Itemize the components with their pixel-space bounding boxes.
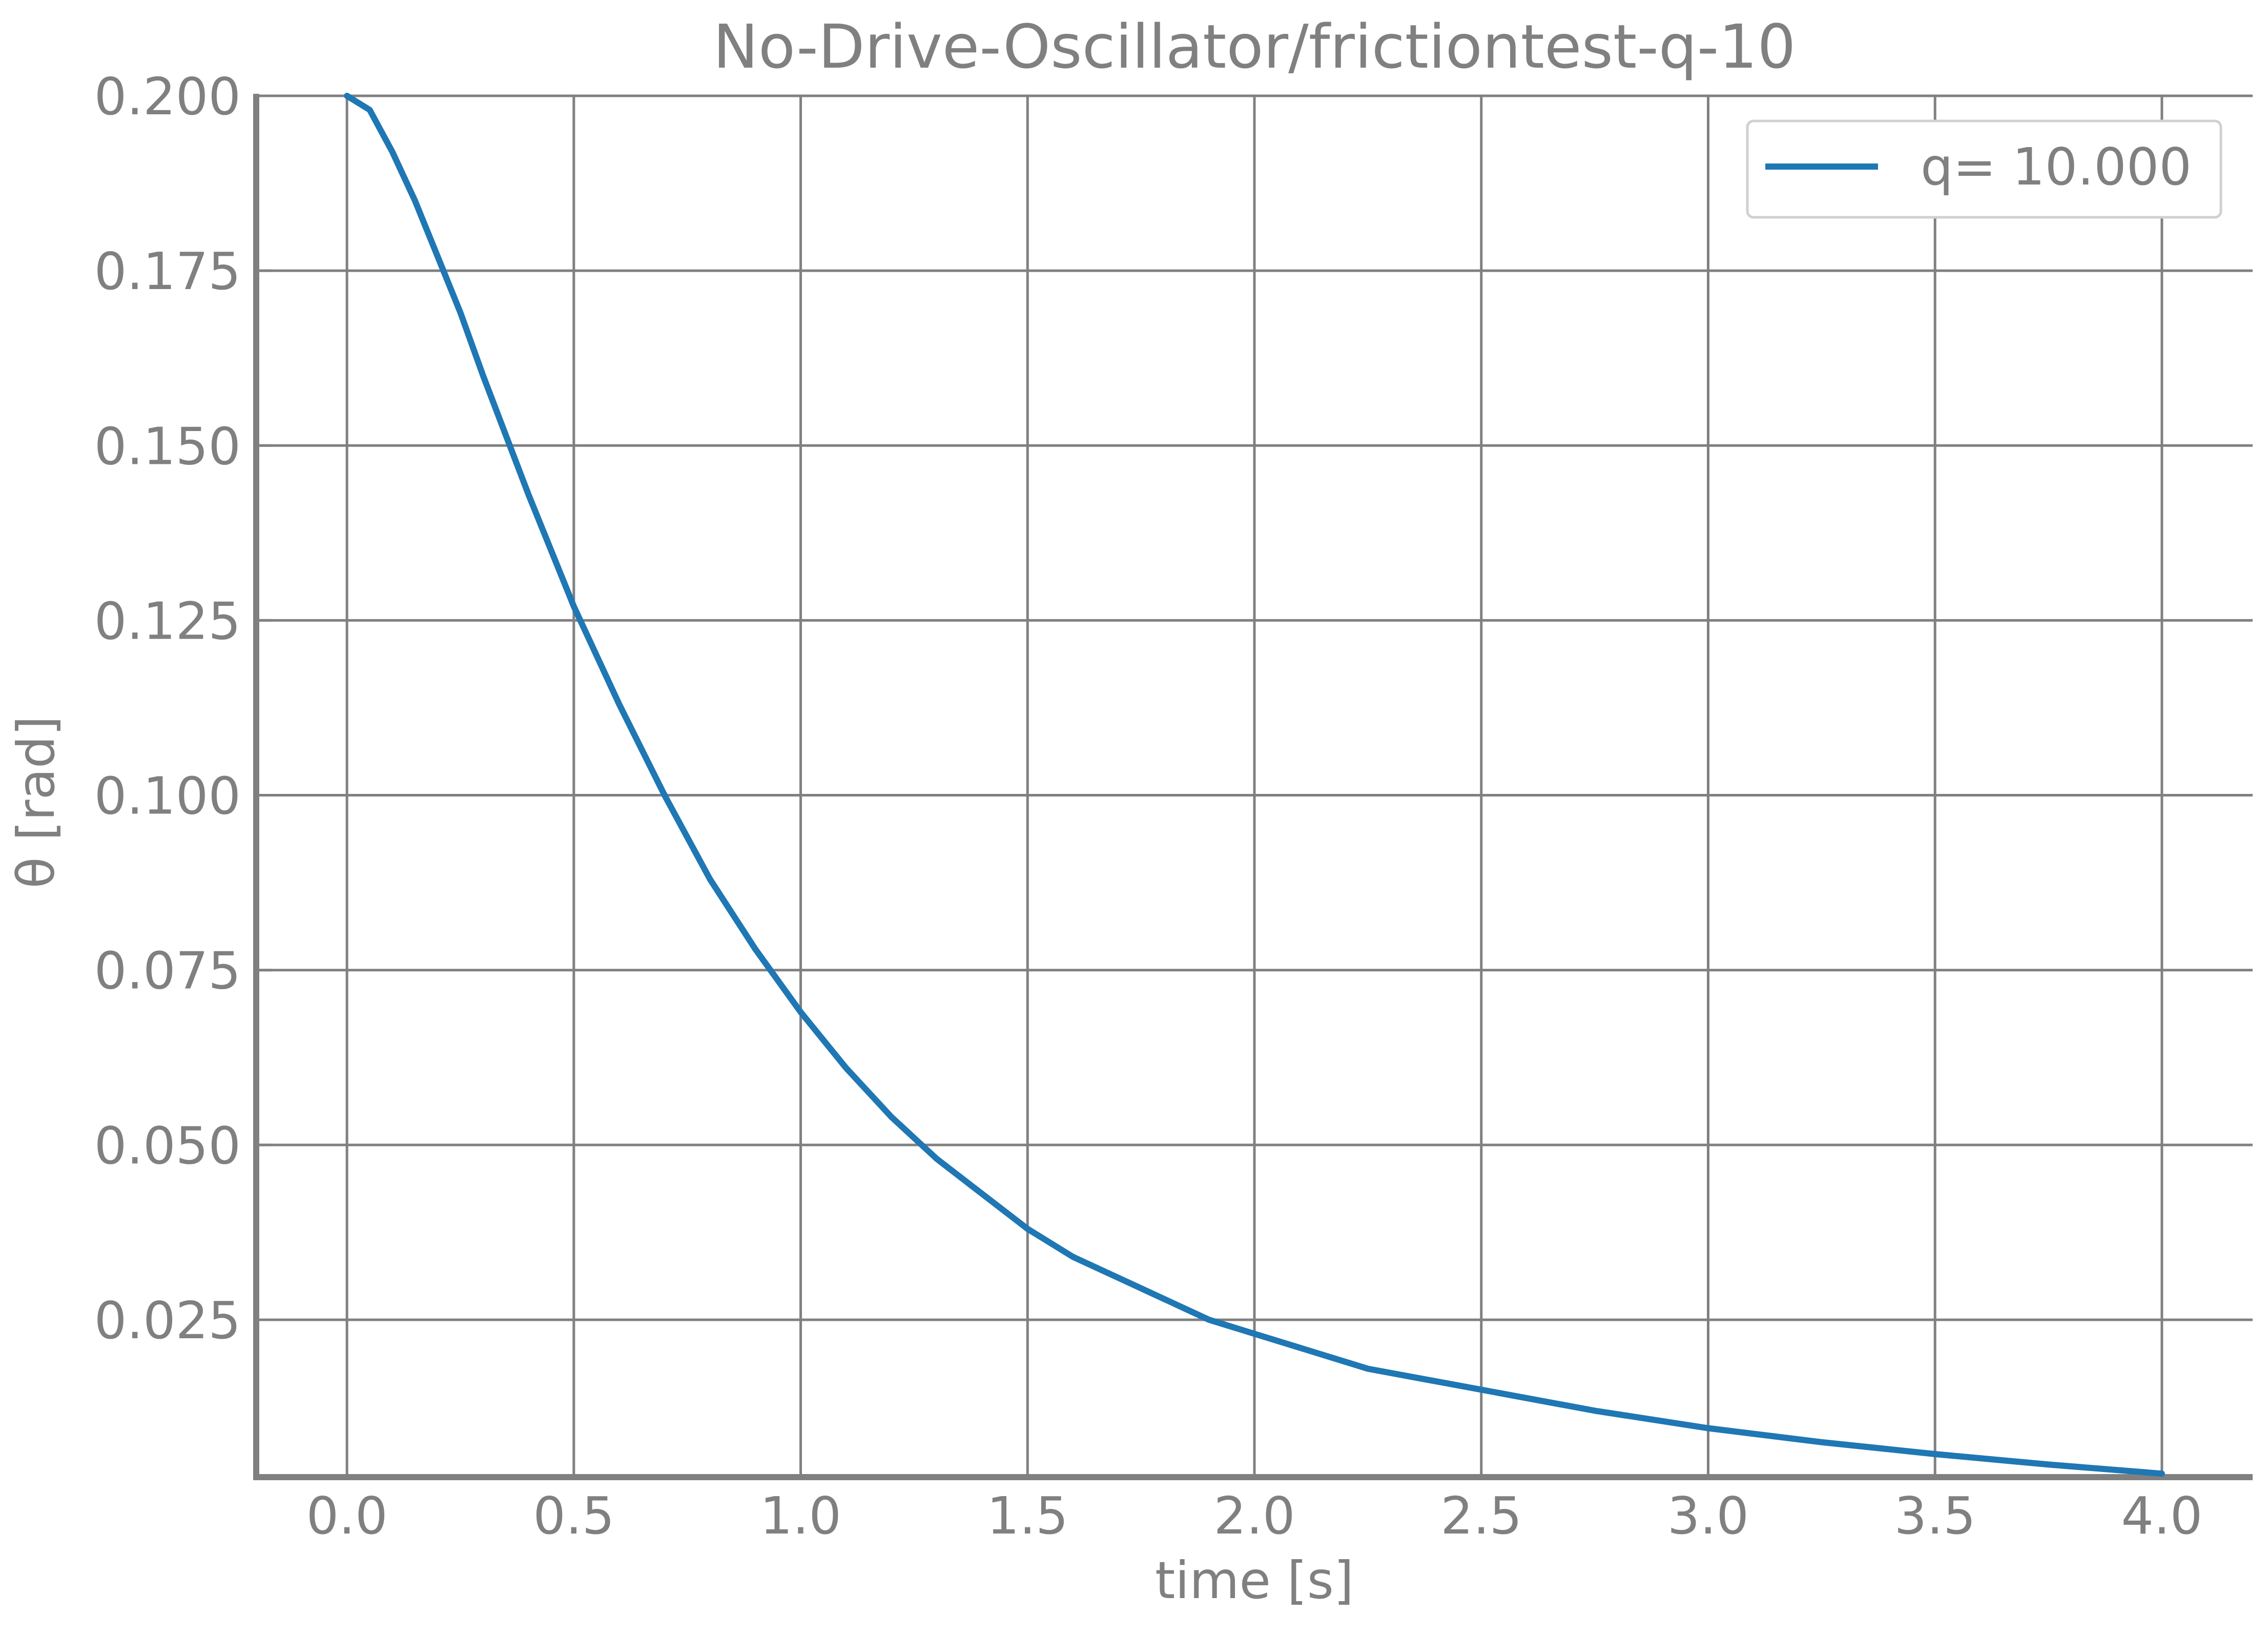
- x-tick-label: 4.0: [2121, 1486, 2202, 1546]
- legend-box: [1746, 119, 2222, 219]
- y-tick-label: 0.025: [94, 1291, 241, 1351]
- series-line: [344, 93, 2165, 1477]
- axes: [253, 94, 2253, 1480]
- chart-title: No-Drive-Oscillator/frictiontest-q-10: [713, 11, 1796, 82]
- legend: q= 10.000: [1746, 119, 2222, 219]
- y-axis-label: θ [rad]: [6, 716, 66, 889]
- x-tick-label: 3.5: [1894, 1486, 1976, 1546]
- x-axis-label: time [s]: [1155, 1550, 1354, 1610]
- y-tick-label: 0.175: [94, 241, 241, 301]
- y-tick-label: 0.150: [94, 416, 241, 476]
- y-tick-label: 0.050: [94, 1116, 241, 1176]
- tick-labels: 0.0 0.5 1.0 1.5 2.0 2.5 3.0 3.5 4.0 0.025 0.050 0.0…: [94, 67, 2203, 1546]
- y-tick-label: 0.075: [94, 941, 241, 1001]
- x-tick-label: 0.0: [306, 1486, 388, 1546]
- y-tick-label: 0.100: [94, 766, 241, 826]
- x-tick-label: 2.0: [1213, 1486, 1295, 1546]
- x-tick-label: 1.0: [760, 1486, 841, 1546]
- y-tick-label: 0.125: [94, 591, 241, 651]
- legend-label: q= 10.000: [1921, 137, 2192, 197]
- series-layer: [344, 93, 2165, 1477]
- x-tick-label: 3.0: [1667, 1486, 1749, 1546]
- y-tick-label: 0.200: [94, 67, 241, 127]
- grid-lines: [256, 94, 2253, 1477]
- x-tick-label: 1.5: [987, 1486, 1068, 1546]
- x-tick-label: 2.5: [1440, 1486, 1522, 1546]
- x-tick-label: 0.5: [533, 1486, 614, 1546]
